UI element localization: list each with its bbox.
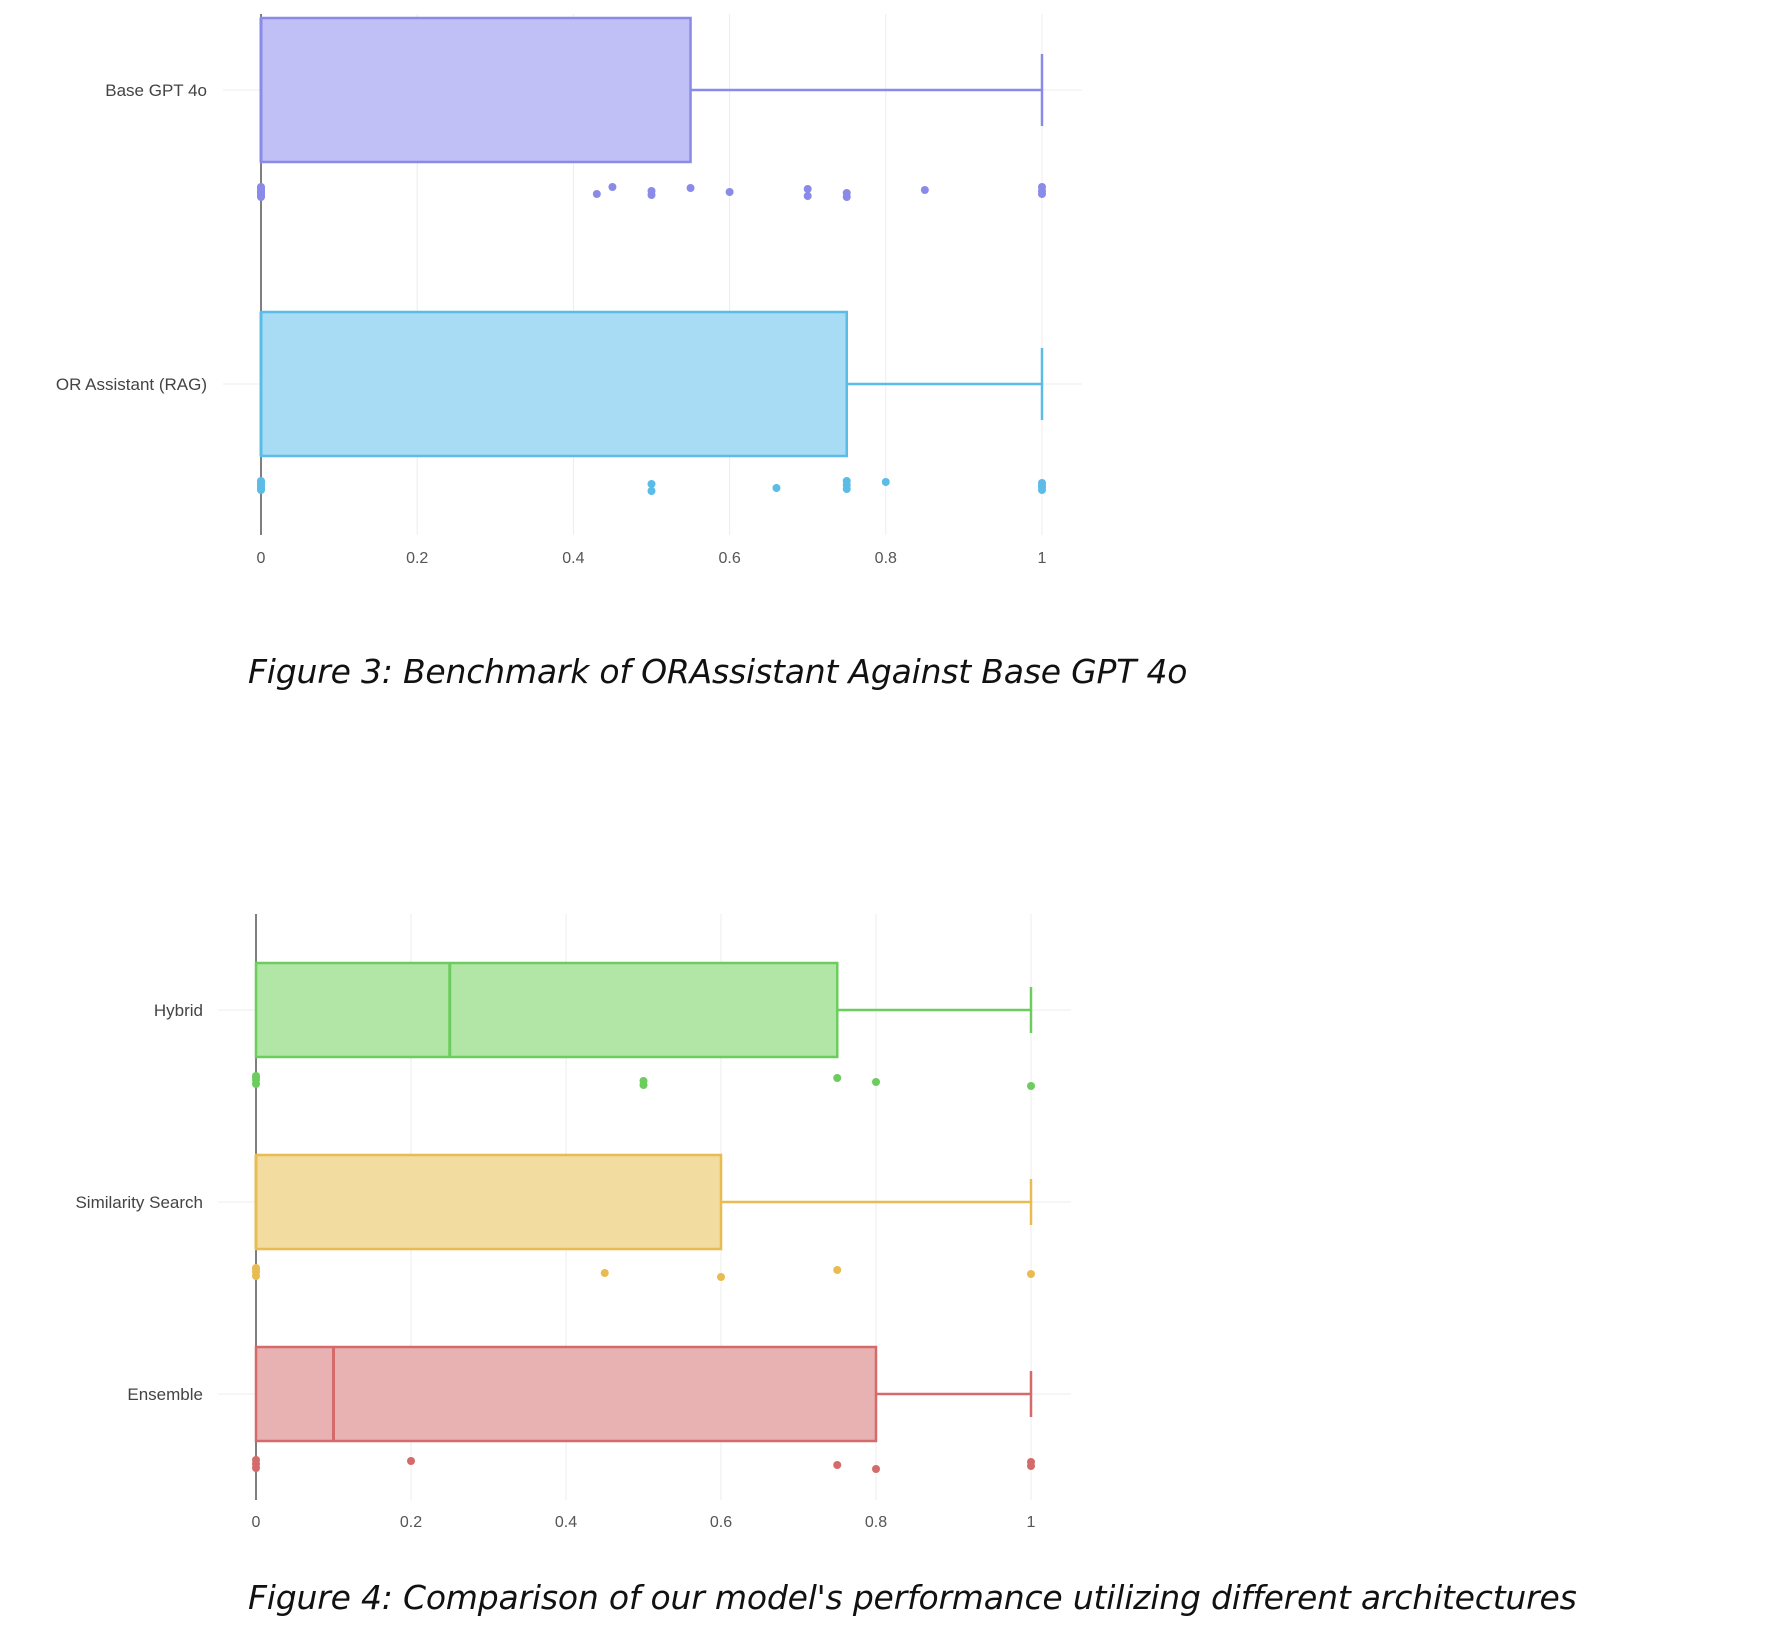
box-1 <box>259 310 848 458</box>
data-point <box>686 184 695 192</box>
data-point <box>717 1273 725 1281</box>
data-point <box>833 1074 842 1082</box>
category-label: Ensemble <box>127 1385 203 1404</box>
data-point <box>920 186 929 194</box>
category-label: OR Assistant (RAG) <box>56 375 207 394</box>
x-tick-label: 0.6 <box>718 550 740 567</box>
data-point <box>257 483 265 491</box>
data-point <box>600 1269 609 1277</box>
box-0 <box>254 961 839 1059</box>
data-point <box>833 1266 842 1274</box>
x-tick-label: 0.4 <box>562 550 584 567</box>
x-tick-label: 0 <box>252 1514 261 1531</box>
data-point <box>842 193 851 201</box>
data-point <box>772 484 781 492</box>
data-point <box>257 186 265 194</box>
x-tick-label: 0.8 <box>875 550 897 567</box>
figure-3-chart: 0 0.2 0.4 0.6 0.8 1 Base GPT 4o OR Assistant (R… <box>56 14 1082 567</box>
x-tick-label: 0.6 <box>710 1514 732 1531</box>
data-point <box>1027 1462 1035 1470</box>
data-point <box>407 1457 415 1465</box>
figure-4-caption: Figure 4: Comparison of our model's perf… <box>248 1578 1577 1617</box>
data-point <box>647 191 656 199</box>
data-point <box>872 1465 880 1473</box>
data-point <box>252 1073 260 1081</box>
x-tick-label: 1 <box>1027 1514 1036 1531</box>
data-point <box>881 478 890 486</box>
category-label: Similarity Search <box>75 1193 203 1212</box>
data-point <box>647 480 656 488</box>
figure-4-chart: 0 0.2 0.4 0.6 0.8 1 Hybrid Similarity Search Ens… <box>75 914 1071 1531</box>
figure-3-caption: Figure 3: Benchmark of ORAssistant Again… <box>248 652 1188 691</box>
data-point <box>803 185 812 193</box>
box-2 <box>254 1345 878 1443</box>
data-point <box>833 1461 842 1469</box>
data-point <box>803 192 812 200</box>
data-point <box>872 1078 880 1086</box>
data-point <box>252 1272 260 1280</box>
data-point <box>647 487 656 495</box>
data-point <box>842 485 851 493</box>
x-tick-label: 0.8 <box>865 1514 887 1531</box>
data-point <box>1027 1270 1035 1278</box>
box-1 <box>254 1153 723 1251</box>
category-label: Base GPT 4o <box>105 81 207 100</box>
data-point <box>639 1081 648 1089</box>
data-point <box>725 188 734 196</box>
x-tick-label: 0.2 <box>400 1514 422 1531</box>
x-tick-label: 1 <box>1038 550 1047 567</box>
data-point <box>1027 1082 1035 1090</box>
x-tick-label: 0.4 <box>555 1514 577 1531</box>
data-point <box>252 1080 260 1088</box>
data-point <box>257 193 265 201</box>
x-tick-label: 0 <box>257 550 266 567</box>
data-point <box>252 1464 260 1472</box>
data-point <box>592 190 601 198</box>
box-0 <box>259 16 692 164</box>
data-point <box>252 1265 260 1273</box>
data-point <box>1038 187 1046 195</box>
x-tick-label: 0.2 <box>406 550 428 567</box>
data-point <box>608 183 617 191</box>
category-label: Hybrid <box>154 1001 203 1020</box>
data-point <box>1038 483 1046 491</box>
